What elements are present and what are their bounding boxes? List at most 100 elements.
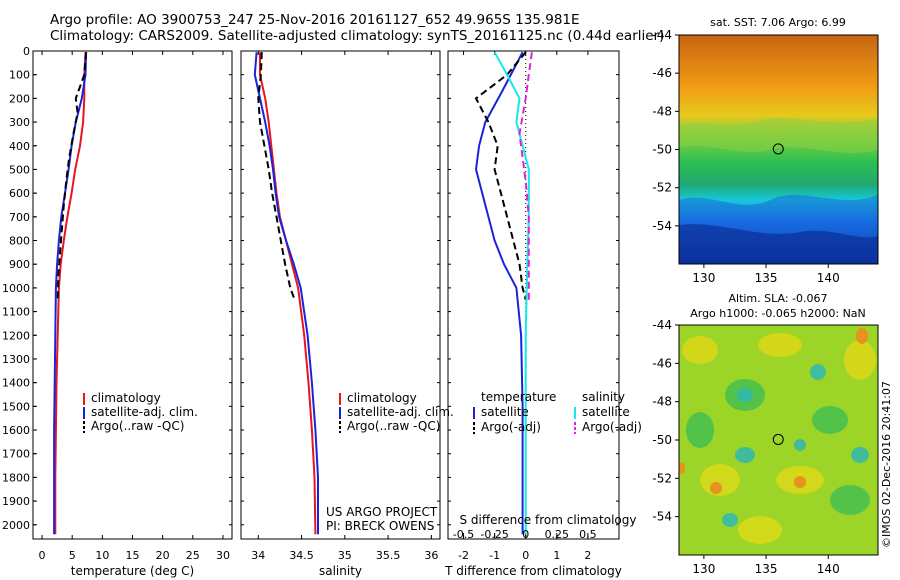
salinity-legend-label: Argo(..raw -QC): [347, 419, 440, 433]
temperature-panel: [32, 50, 233, 540]
difference-s-tick-label: 0.5: [579, 528, 597, 541]
depth-tick-label: 0: [23, 45, 30, 58]
difference-s-tick-label: -0.25: [480, 528, 508, 541]
depth-tick-label: 400: [9, 140, 30, 153]
temperature-x-tick-label: 20: [156, 549, 170, 562]
depth-tick-label: 200: [9, 92, 30, 105]
salinity-legend-label: climatology: [347, 391, 417, 405]
sst_map-lon-tick-label: 140: [817, 271, 840, 285]
sst_map-lon-tick-label: 135: [755, 271, 778, 285]
sla_map-lat-tick-label: -50: [652, 433, 672, 447]
temperature-x-tick-label: 25: [186, 549, 200, 562]
text-layer: 0100200300400500600700800900100011001200…: [2, 16, 893, 578]
salinity-series-satellite-adj-clim-: [253, 52, 319, 535]
temperature-x-tick-label: 30: [216, 549, 230, 562]
temperature-x-tick-label: 15: [126, 549, 140, 562]
sst_map-lat-tick-label: -50: [652, 143, 672, 157]
sla_map-lon-tick-label: 130: [692, 562, 715, 576]
depth-tick-label: 300: [9, 116, 30, 129]
sst_map-lat-tick-label: -54: [652, 219, 672, 233]
sst_map-lat-tick-label: -48: [652, 104, 672, 118]
sla_map-lat-tick-label: -44: [652, 318, 672, 332]
sst_map-lat-tick-label: -52: [652, 181, 672, 195]
temperature-legend-label: Argo(..raw -QC): [91, 419, 184, 433]
difference-series-satellite: [474, 51, 524, 535]
depth-tick-label: 1100: [2, 306, 30, 319]
difference-legend-label: satellite: [582, 405, 630, 419]
temperature-x-tick-label: 10: [95, 549, 109, 562]
sst_map-argo-marker: [772, 143, 784, 155]
difference-x-tick-label: -1: [489, 549, 500, 562]
difference-s-tick-label: 0: [522, 528, 529, 541]
sla_map-lat-tick-label: -48: [652, 395, 672, 409]
sst-map-front: [679, 117, 878, 153]
sst_map-lat-tick-label: -46: [652, 66, 672, 80]
sst-map-deep: [679, 224, 878, 264]
sla_map-lat-tick-label: -54: [652, 510, 672, 524]
sla_map-lon-tick-label: 140: [817, 562, 840, 576]
depth-tick-label: 1400: [2, 377, 30, 390]
difference-legend-label: Argo(-adj): [481, 420, 541, 434]
timestamp-credit: ©IMOS 02-Dec-2016 20:41:07: [880, 381, 893, 548]
salinity-x-tick-label: 34.5: [289, 549, 314, 562]
sla_map-lat-tick-label: -46: [652, 356, 672, 370]
series-layer: [53, 51, 784, 535]
depth-tick-label: 2000: [2, 519, 30, 532]
salinity-panel: [240, 50, 441, 540]
depth-tick-label: 700: [9, 211, 30, 224]
credit-project: US ARGO PROJECT: [326, 505, 438, 519]
sla-map: [679, 325, 878, 555]
sla-map-warm: [679, 328, 868, 494]
difference-s-tick-label: 0.25: [545, 528, 570, 541]
salinity-x-axis-label: salinity: [319, 564, 362, 578]
chart-title-line2: Climatology: CARS2009. Satellite-adjuste…: [50, 28, 665, 44]
difference-series-salinity-satellite: [493, 51, 530, 535]
sla-map-title: Altim. SLA: -0.067: [728, 292, 827, 305]
temperature-series-climatology: [54, 52, 87, 535]
sst_map-lat-tick-label: -44: [652, 28, 672, 42]
depth-tick-label: 1300: [2, 353, 30, 366]
temperature-legend-label: climatology: [91, 391, 161, 405]
salinity-x-tick-label: 36: [424, 549, 438, 562]
sla-map-cyan: [722, 364, 869, 527]
difference-x-tick-label: 1: [553, 549, 560, 562]
difference-x-tick-label: 0: [522, 549, 529, 562]
salinity-legend-label: satellite-adj. clim.: [347, 405, 454, 419]
sla-map-subtitle: Argo h1000: -0.065 h2000: NaN: [690, 307, 866, 320]
depth-tick-label: 500: [9, 163, 30, 176]
temperature-x-axis-label: temperature (deg C): [71, 564, 194, 578]
depth-tick-label: 1900: [2, 495, 30, 508]
depth-tick-label: 1000: [2, 282, 30, 295]
temperature-legend-label: satellite-adj. clim.: [91, 405, 198, 419]
depth-tick-label: 1800: [2, 471, 30, 484]
sla_map-lon-tick-label: 135: [755, 562, 778, 576]
salinity-x-tick-label: 35: [338, 549, 352, 562]
difference-x-axis-label: T difference from climatology: [444, 564, 622, 578]
difference-legend-label: Argo(-adj): [582, 420, 642, 434]
difference-legend-temperature-title: temperature: [481, 390, 556, 404]
sla-map-green: [686, 379, 870, 515]
depth-tick-label: 600: [9, 187, 30, 200]
depth-tick-label: 1200: [2, 329, 30, 342]
difference-panel: [447, 50, 620, 540]
temperature-series-satellite-adj-clim-: [53, 52, 88, 535]
depth-tick-label: 1500: [2, 400, 30, 413]
difference-series-argo-adj-: [474, 51, 527, 300]
difference-s-tick-label: -0.5: [453, 528, 474, 541]
difference-legend-label: satellite: [481, 405, 529, 419]
difference-legend-salinity-title: salinity: [582, 390, 625, 404]
salinity-x-tick-label: 35.5: [376, 549, 401, 562]
sst-map: [679, 35, 878, 264]
sla_map-lat-tick-label: -52: [652, 471, 672, 485]
sst_map-lon-tick-label: 130: [692, 271, 715, 285]
salinity-x-tick-label: 34: [251, 549, 265, 562]
sst-map-title: sat. SST: 7.06 Argo: 6.99: [710, 16, 846, 29]
chart-title-line1: Argo profile: AO 3900753_247 25-Nov-2016…: [50, 12, 580, 28]
sla_map-argo-marker: [772, 433, 784, 445]
depth-tick-label: 800: [9, 235, 30, 248]
difference-x-tick-label: -2: [458, 549, 469, 562]
temperature-x-tick-label: 5: [69, 549, 76, 562]
depth-tick-label: 1700: [2, 448, 30, 461]
depth-tick-label: 900: [9, 258, 30, 271]
